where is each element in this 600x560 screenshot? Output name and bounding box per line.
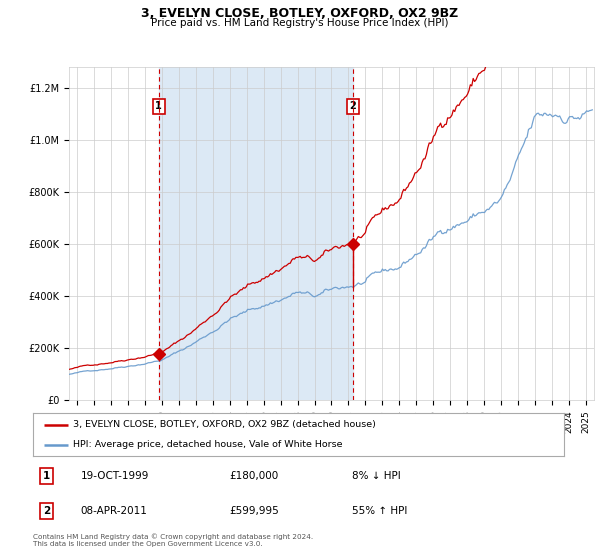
- Text: 1: 1: [43, 471, 50, 481]
- Text: 3, EVELYN CLOSE, BOTLEY, OXFORD, OX2 9BZ: 3, EVELYN CLOSE, BOTLEY, OXFORD, OX2 9BZ: [142, 7, 458, 20]
- Text: 08-APR-2011: 08-APR-2011: [81, 506, 148, 516]
- Text: £599,995: £599,995: [229, 506, 279, 516]
- Text: 2: 2: [350, 101, 356, 111]
- Text: 2: 2: [43, 506, 50, 516]
- Text: £180,000: £180,000: [229, 471, 279, 481]
- Text: 1: 1: [155, 101, 162, 111]
- Text: 19-OCT-1999: 19-OCT-1999: [81, 471, 149, 481]
- Text: Price paid vs. HM Land Registry's House Price Index (HPI): Price paid vs. HM Land Registry's House …: [151, 18, 449, 28]
- Text: 55% ↑ HPI: 55% ↑ HPI: [352, 506, 407, 516]
- Text: 3, EVELYN CLOSE, BOTLEY, OXFORD, OX2 9BZ (detached house): 3, EVELYN CLOSE, BOTLEY, OXFORD, OX2 9BZ…: [73, 420, 376, 429]
- Text: HPI: Average price, detached house, Vale of White Horse: HPI: Average price, detached house, Vale…: [73, 440, 343, 449]
- Text: 8% ↓ HPI: 8% ↓ HPI: [352, 471, 400, 481]
- Bar: [159, 67, 353, 400]
- Text: Contains HM Land Registry data © Crown copyright and database right 2024.
This d: Contains HM Land Registry data © Crown c…: [33, 533, 313, 547]
